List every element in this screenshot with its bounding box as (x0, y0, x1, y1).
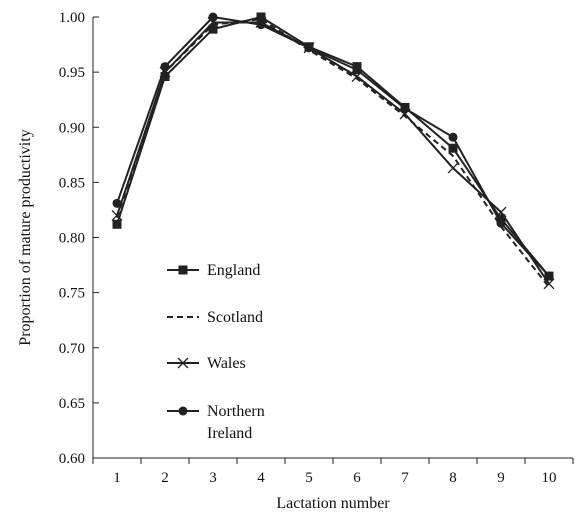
data-point (352, 65, 362, 75)
data-point (448, 132, 458, 142)
legend-marker (177, 357, 189, 369)
data-point (543, 278, 555, 290)
data-point (160, 72, 170, 82)
legend-label: Scotland (207, 309, 263, 326)
data-point (304, 43, 314, 53)
y-tick-label: 0.65 (59, 396, 85, 412)
legend: England Scotland Wales Northern Ireland (167, 262, 265, 442)
y-tick-label: 0.70 (59, 341, 85, 357)
legend-marker (178, 406, 188, 416)
x-tick-label: 2 (161, 470, 169, 486)
series-scotland (116, 18, 550, 288)
legend-item-northern-ireland: Northern Ireland (167, 403, 265, 442)
x-marker-stroke (447, 162, 459, 174)
data-point (256, 20, 266, 30)
series-layer (111, 12, 555, 290)
x-axis-title: Lactation number (276, 495, 390, 512)
x-tick-label: 5 (305, 470, 313, 486)
data-point (112, 219, 122, 229)
x-tick-label: 8 (449, 470, 457, 486)
x-tick-label: 10 (542, 470, 557, 486)
data-point (160, 62, 170, 72)
series-line-northern-ireland (116, 15, 550, 277)
legend-item-scotland: Scotland (167, 309, 263, 326)
x-marker-stroke (177, 357, 189, 369)
legend-label-line: Scotland (207, 309, 263, 326)
axes: 0.60 0.65 0.70 0.75 0.80 0.85 0.90 0.95 1.00 1 2 3 4… (59, 10, 574, 486)
x-tick-label: 6 (353, 470, 361, 486)
legend-label-line: Northern (207, 403, 265, 420)
y-tick-label: 0.60 (59, 451, 85, 467)
legend-item-wales: Wales (167, 355, 246, 372)
data-point (208, 12, 218, 22)
data-point (448, 143, 458, 153)
data-point (111, 209, 123, 221)
series-northern-ireland (112, 12, 554, 281)
x-tick-label: 3 (209, 470, 217, 486)
data-point (447, 162, 459, 174)
x-marker-stroke (111, 209, 123, 221)
legend-label-line: Wales (207, 355, 246, 372)
y-tick-label: 0.85 (59, 175, 85, 191)
legend-label: England (207, 262, 260, 279)
data-point (496, 218, 506, 228)
y-tick-label: 0.80 (59, 231, 85, 247)
y-tick-label: 0.75 (59, 286, 85, 302)
y-tick-label: 1.00 (59, 10, 85, 26)
legend-label-line: England (207, 262, 260, 279)
y-tick-label: 0.95 (59, 65, 85, 81)
series-line-wales (116, 21, 550, 285)
legend-label-line: Ireland (207, 425, 252, 442)
legend-item-england: England (167, 262, 260, 279)
series-line-england (116, 15, 550, 277)
data-point (208, 24, 218, 34)
legend-label: Northern Ireland (207, 403, 265, 442)
series-line-scotland (116, 18, 550, 288)
y-axis-title: Proportion of mature productivity (17, 129, 34, 345)
y-tick-label: 0.90 (59, 120, 85, 136)
x-tick-label: 4 (257, 470, 265, 486)
data-point (544, 271, 554, 281)
legend-marker (178, 265, 188, 275)
legend-label: Wales (207, 355, 246, 372)
data-point (400, 104, 410, 114)
x-tick-label: 7 (401, 470, 409, 486)
x-marker-stroke (543, 278, 555, 290)
x-tick-label: 1 (113, 470, 121, 486)
x-tick-label: 9 (497, 470, 505, 486)
data-point (256, 12, 266, 22)
data-point (112, 198, 122, 208)
